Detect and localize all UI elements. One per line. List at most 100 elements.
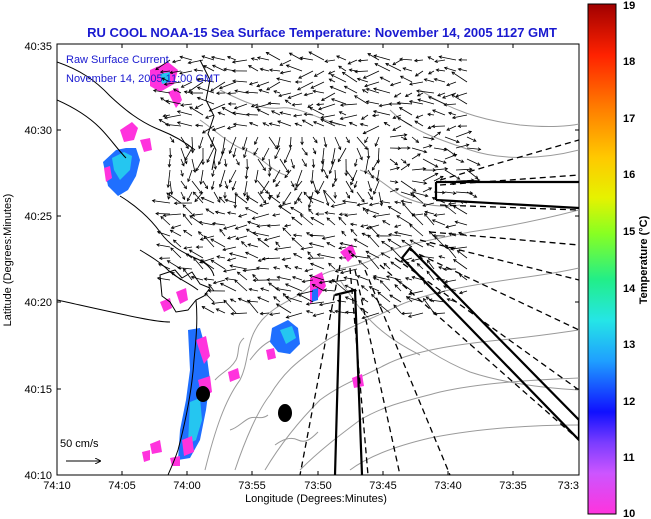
current-vector: [180, 147, 187, 164]
current-vector: [198, 136, 204, 149]
current-vector-head: [348, 68, 353, 72]
current-vector-head: [290, 206, 294, 211]
current-vector-head: [374, 63, 379, 67]
current-vector-head: [208, 108, 213, 112]
current-vector-head: [180, 103, 185, 107]
current-vector: [383, 263, 391, 270]
current-vector: [224, 158, 227, 167]
current-vector: [422, 202, 435, 207]
x-tick-label: 73:3: [558, 480, 579, 492]
current-vector: [212, 222, 226, 226]
current-vector-head: [223, 195, 227, 200]
current-vector-head: [432, 109, 436, 113]
current-vector: [422, 173, 438, 182]
current-vector: [290, 158, 295, 169]
current-vector-head: [167, 163, 172, 168]
current-vector-head: [330, 74, 335, 78]
current-vector-head: [388, 102, 392, 106]
current-vector-head: [226, 258, 231, 262]
current-vector: [378, 191, 383, 206]
current-vector: [197, 97, 215, 105]
current-vector-head: [292, 253, 297, 257]
current-vector: [306, 301, 325, 305]
current-vector: [234, 90, 248, 94]
current-vector: [294, 266, 303, 270]
current-vector: [400, 191, 416, 197]
current-vector: [410, 239, 424, 248]
current-vector-head: [234, 193, 239, 197]
current-vector-head: [326, 217, 331, 221]
current-vector: [326, 217, 336, 226]
current-vector-head: [155, 66, 159, 71]
current-vector: [279, 59, 292, 66]
current-vector-head: [217, 111, 222, 115]
current-vector-head: [275, 241, 279, 246]
current-vector-head: [288, 144, 293, 149]
map-title: RU COOL NOAA-15 Sea Surface Temperature:…: [87, 25, 557, 40]
current-vector-head: [263, 237, 268, 242]
current-vector: [362, 232, 369, 237]
current-vector: [273, 266, 281, 270]
current-vector-head: [348, 121, 353, 126]
current-vector: [245, 91, 259, 94]
current-vector: [390, 81, 402, 86]
current-vector: [367, 255, 380, 270]
current-vector: [444, 67, 457, 72]
current-vector: [399, 58, 413, 61]
current-vector: [446, 81, 457, 86]
current-vector-head: [266, 278, 270, 282]
current-vector: [188, 81, 204, 92]
current-vector: [285, 283, 303, 292]
current-vector-head: [408, 100, 413, 104]
current-vector-head: [210, 55, 215, 60]
current-vector-head: [331, 183, 336, 188]
current-vector: [354, 238, 369, 248]
current-vector: [392, 125, 402, 131]
current-vector-head: [267, 101, 272, 106]
current-vector-head: [256, 224, 261, 228]
current-vector: [398, 281, 413, 292]
current-vector: [445, 244, 457, 259]
current-vector-head: [424, 210, 428, 215]
current-vector-head: [424, 193, 429, 198]
current-vector-head: [350, 189, 354, 194]
current-vector-head: [359, 307, 364, 312]
current-vector: [293, 253, 303, 259]
current-vector: [259, 202, 270, 207]
current-vector-head: [231, 60, 236, 64]
current-vector-head: [414, 73, 419, 77]
current-vector-head: [407, 314, 412, 318]
current-vector-head: [222, 247, 227, 252]
current-vector-head: [427, 112, 431, 117]
current-vector: [244, 180, 248, 196]
current-vector: [367, 234, 380, 248]
current-vector-head: [257, 296, 261, 300]
current-vector-head: [385, 275, 390, 279]
current-vector: [446, 125, 457, 131]
current-vector: [195, 158, 204, 172]
current-vector-head: [383, 122, 388, 126]
current-vector: [386, 275, 402, 281]
current-vector: [298, 70, 314, 79]
current-vector: [348, 250, 358, 259]
current-vector: [313, 121, 325, 127]
x-tick-label: 74:05: [108, 480, 136, 492]
current-vector-head: [459, 200, 464, 205]
current-vector-head: [250, 104, 255, 108]
current-vector: [361, 285, 369, 292]
current-vector-head: [434, 235, 438, 240]
current-vector: [335, 268, 347, 272]
current-vector: [444, 136, 460, 143]
current-vector: [216, 256, 226, 259]
current-vector-head: [181, 196, 186, 201]
current-vector: [272, 213, 281, 216]
current-vector-head: [276, 144, 280, 149]
current-vector-head: [341, 230, 345, 235]
current-vector: [417, 99, 435, 105]
current-vector-head: [172, 88, 177, 92]
current-vector-head: [341, 71, 346, 76]
current-vector-head: [180, 173, 184, 177]
current-vector: [257, 224, 270, 227]
current-vector: [257, 296, 270, 303]
current-vector-head: [369, 225, 373, 230]
